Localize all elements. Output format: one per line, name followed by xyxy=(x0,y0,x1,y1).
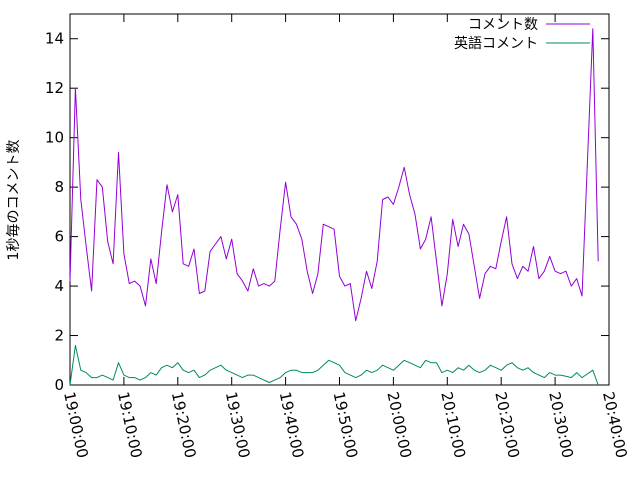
y-tick-label: 10 xyxy=(45,129,64,147)
y-tick-label: 6 xyxy=(54,228,64,246)
x-axis-ticks: 19:00:00 19:10:00 19:20:00 19:30:00 19:40:00… xyxy=(60,14,631,460)
series-layer xyxy=(69,28,599,386)
x-tick-label: 20:20:00 xyxy=(491,390,523,460)
y-tick-label: 8 xyxy=(54,178,64,196)
x-tick-label: 20:40:00 xyxy=(599,390,631,460)
x-tick-label: 19:40:00 xyxy=(276,390,308,460)
y-tick-label: 12 xyxy=(45,79,64,97)
x-tick-label: 20:30:00 xyxy=(545,390,577,460)
y-axis-label: 1秒毎のコメント数 xyxy=(6,140,22,261)
y-tick-label: 2 xyxy=(54,327,64,345)
x-tick-label: 19:20:00 xyxy=(168,390,200,460)
x-tick-label: 19:10:00 xyxy=(114,390,146,460)
y-axis-ticks: 0 2 4 6 8 10 12 14 xyxy=(45,30,609,394)
legend-label-2: 英語コメント xyxy=(454,35,538,52)
y-tick-label: 4 xyxy=(54,277,64,295)
series-line-1 xyxy=(69,28,599,322)
x-tick-label: 20:00:00 xyxy=(383,390,415,460)
y-tick-label: 0 xyxy=(54,376,64,394)
x-tick-label: 20:10:00 xyxy=(437,390,469,460)
series-line-2 xyxy=(69,344,599,386)
legend-label-1: コメント数 xyxy=(468,17,538,33)
x-tick-label: 19:30:00 xyxy=(222,390,254,460)
plot-frame xyxy=(69,13,610,386)
x-tick-label: 19:00:00 xyxy=(60,390,92,460)
x-tick-label: 19:50:00 xyxy=(330,390,362,460)
y-tick-label: 14 xyxy=(45,30,64,48)
